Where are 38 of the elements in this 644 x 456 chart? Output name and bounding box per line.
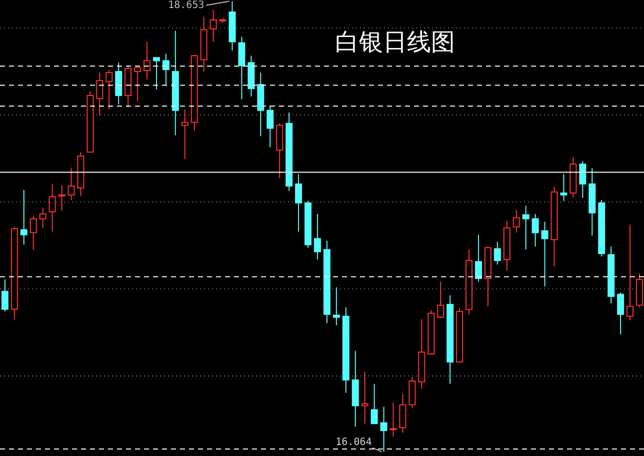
candlestick — [541, 221, 548, 287]
candlestick — [560, 174, 568, 202]
candlestick — [588, 168, 596, 236]
candlestick — [210, 9, 217, 42]
candlestick — [144, 41, 151, 80]
candlestick — [39, 207, 46, 228]
candlestick — [418, 318, 426, 390]
candlestick — [361, 371, 368, 424]
candlestick — [399, 393, 406, 434]
candlestick — [295, 174, 302, 232]
candlestick — [48, 183, 56, 232]
candlestick — [608, 246, 615, 304]
candlestick — [446, 294, 454, 384]
candlestick — [172, 30, 179, 136]
candlestick — [238, 36, 246, 100]
annotation: 18.653 — [168, 0, 204, 12]
candlestick — [257, 72, 264, 137]
candlestick — [390, 402, 397, 438]
candlestick — [532, 213, 539, 248]
candlestick — [550, 186, 558, 267]
candlestick — [96, 72, 104, 116]
candlestick — [248, 55, 255, 97]
candlestick — [570, 156, 577, 198]
candlestick — [200, 16, 208, 72]
text: 白银日线图 — [335, 27, 455, 58]
annotation: 16.064 — [336, 436, 372, 448]
candlestick — [20, 189, 28, 246]
candlestick — [503, 220, 510, 271]
candlestick — [181, 108, 188, 160]
candlestick — [68, 168, 75, 200]
candlestick — [58, 184, 66, 212]
candlestick — [522, 205, 530, 250]
candlestick — [314, 213, 321, 260]
candlestick — [466, 249, 473, 315]
candlestick — [352, 350, 359, 428]
candlestick — [286, 112, 293, 192]
candlestick — [332, 286, 340, 326]
candlestick — [380, 406, 388, 452]
